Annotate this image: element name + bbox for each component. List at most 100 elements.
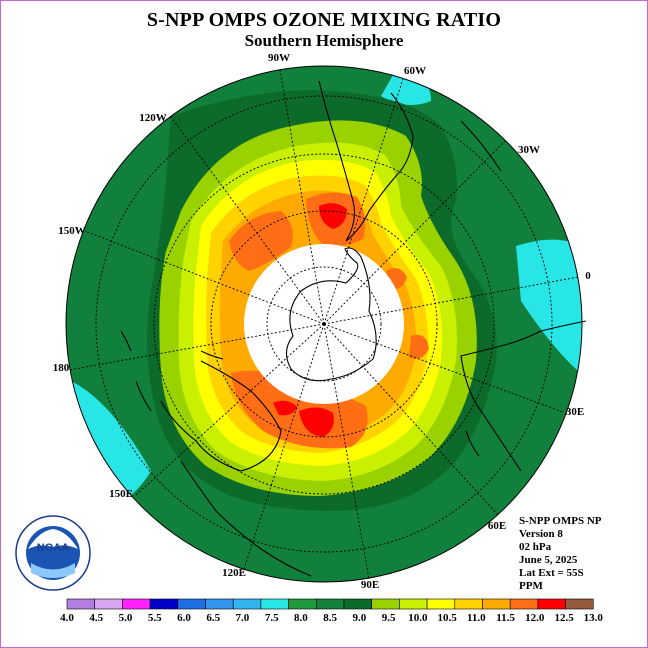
south-america-coast bbox=[318, 80, 355, 242]
lon-label-120w: 120W bbox=[139, 112, 167, 124]
meridian-120w bbox=[170, 116, 325, 325]
meridian-30w bbox=[323, 140, 506, 325]
meridian-60e bbox=[323, 323, 499, 516]
colorbar-tick-label: 8.5 bbox=[323, 612, 337, 624]
colorbar-tick-label: 10.0 bbox=[408, 612, 428, 624]
colorbar-tick-label: 12.5 bbox=[554, 612, 574, 624]
colorbar-swatch bbox=[482, 598, 511, 610]
info-lat-extent: Lat Ext = 55S bbox=[519, 567, 584, 579]
colorbar-swatch bbox=[426, 598, 456, 610]
field-11.5-12-a bbox=[229, 211, 293, 271]
colorbar-tick-label: 11.0 bbox=[467, 612, 486, 624]
africa-coast bbox=[460, 320, 587, 472]
colorbar-swatch bbox=[537, 598, 566, 610]
meridian-90e bbox=[323, 323, 370, 580]
colorbar-tick-label: 7.5 bbox=[265, 612, 279, 624]
tasmania bbox=[200, 350, 224, 360]
colorbar-tick-label: 13.0 bbox=[584, 612, 604, 624]
new-zealand bbox=[120, 330, 152, 412]
australia-south-coast bbox=[160, 360, 282, 472]
field-11.5-12-c bbox=[231, 370, 368, 449]
colorbar-tick-label: 5.5 bbox=[148, 612, 162, 624]
colorbar-swatch bbox=[509, 598, 539, 610]
colorbar-swatch bbox=[565, 598, 594, 610]
meridian-60w bbox=[323, 78, 404, 325]
meridian-120e bbox=[242, 323, 325, 573]
figure-subtitle: Southern Hemisphere bbox=[244, 31, 404, 50]
colorbar-tick-label: 7.0 bbox=[236, 612, 250, 624]
colorbar-tick-label: 11.5 bbox=[496, 612, 515, 624]
colorbar-swatch bbox=[177, 598, 206, 610]
colorbar-swatch bbox=[66, 598, 96, 610]
colorbar-swatch bbox=[260, 598, 289, 610]
colorbar-swatch bbox=[122, 598, 151, 610]
colorbar-swatch bbox=[371, 598, 400, 610]
colorbar-tick-label: 4.5 bbox=[89, 612, 103, 624]
colorbar-tick-label: 4.0 bbox=[60, 612, 74, 624]
colorbar-swatch bbox=[149, 598, 179, 610]
noaa-logo: NOAA bbox=[15, 515, 91, 591]
colorbar-swatch bbox=[94, 598, 123, 610]
australia-west-coast bbox=[180, 460, 312, 577]
field-12-12.5-c bbox=[273, 400, 297, 416]
noaa-wave-icon bbox=[31, 563, 75, 578]
colorbar-tick-label: 8.0 bbox=[294, 612, 308, 624]
colorbar-swatch bbox=[454, 598, 483, 610]
noaa-logo-text: NOAA bbox=[37, 542, 69, 554]
map-boundary bbox=[65, 65, 583, 583]
latitude-circle-75s bbox=[266, 266, 382, 382]
info-date: June 5, 2025 bbox=[519, 554, 578, 566]
colorbar-swatch bbox=[288, 598, 317, 610]
colorbar-tick-label: 5.0 bbox=[119, 612, 133, 624]
colorbar-tick-label: 12.0 bbox=[525, 612, 545, 624]
latitude-circle-65s bbox=[153, 153, 495, 495]
lon-label-60w: 60W bbox=[404, 65, 426, 77]
lon-label-90e: 90E bbox=[361, 579, 379, 591]
meridian-0 bbox=[323, 276, 579, 325]
colorbar-tick-label: 6.5 bbox=[206, 612, 220, 624]
south-georgia-arc bbox=[460, 120, 502, 172]
latitude-circle-60s bbox=[95, 95, 553, 553]
lon-label-150w: 150W bbox=[58, 225, 86, 237]
lon-label-150e: 150E bbox=[109, 488, 133, 500]
info-pressure: 02 hPa bbox=[519, 541, 552, 553]
cyan-patch-n bbox=[381, 66, 431, 105]
meridian-90w bbox=[279, 69, 325, 325]
south-pole-marker bbox=[322, 322, 326, 326]
colorbar-swatch bbox=[205, 598, 234, 610]
field-12-12.5-b bbox=[299, 407, 334, 437]
colorbar-tick-label: 6.0 bbox=[177, 612, 191, 624]
cyan-patch-e bbox=[516, 239, 582, 381]
lon-label-90w: 90W bbox=[268, 52, 290, 64]
field-11.5-12-e bbox=[409, 334, 429, 359]
lon-label-30w: 30W bbox=[518, 144, 540, 156]
colorbar-tick-label: 9.0 bbox=[353, 612, 367, 624]
figure-title: S-NPP OMPS OZONE MIXING RATIO bbox=[146, 9, 502, 31]
colorbar-swatch bbox=[399, 598, 428, 610]
info-units: PPM bbox=[519, 580, 543, 592]
colorbar-tick-label: 9.5 bbox=[382, 612, 396, 624]
antarctica-coast bbox=[285, 247, 377, 382]
lon-label-30e: 30E bbox=[566, 406, 584, 418]
madagascar-coast bbox=[465, 430, 480, 457]
longitude-labels: 90W 60W 120W 30W 150W 0 180 30E 150E 60E… bbox=[53, 52, 592, 591]
info-version: Version 8 bbox=[519, 528, 563, 540]
colorbar-swatch bbox=[232, 598, 262, 610]
lon-label-180: 180 bbox=[53, 362, 70, 374]
meridian-30e bbox=[323, 323, 564, 413]
colorbar-tick-label: 10.5 bbox=[437, 612, 457, 624]
coastlines bbox=[120, 80, 587, 577]
lon-label-120e: 120E bbox=[222, 567, 246, 579]
graticule bbox=[68, 69, 579, 580]
colorbar-swatch bbox=[343, 598, 373, 610]
meridian-150e bbox=[134, 323, 325, 497]
patagonia-coast bbox=[345, 92, 414, 242]
noaa-bird-icon bbox=[28, 529, 78, 549]
field-12-12.5-a bbox=[319, 203, 347, 229]
colorbar-swatch bbox=[315, 598, 345, 610]
meridian-150w bbox=[84, 230, 325, 325]
info-product: S-NPP OMPS NP bbox=[519, 515, 602, 527]
